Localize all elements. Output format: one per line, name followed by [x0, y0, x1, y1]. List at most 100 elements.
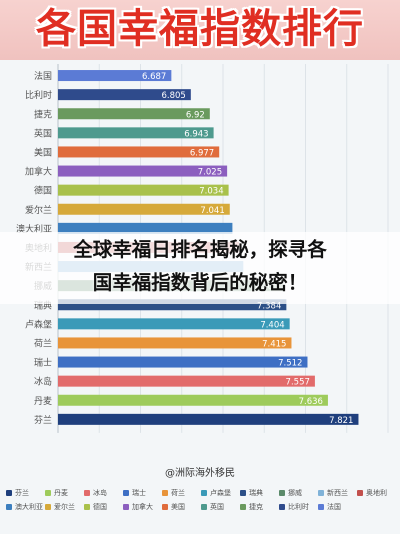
legend-label: 奥地利: [366, 489, 387, 497]
value-label: 7.404: [260, 320, 284, 330]
legend-swatch: [357, 490, 363, 496]
category-label: 芬兰: [34, 414, 52, 426]
bar: [58, 165, 228, 177]
bar: [58, 146, 220, 158]
value-label: 6.92: [186, 110, 205, 120]
legend-label: 丹麦: [54, 489, 68, 497]
legend-swatch: [279, 490, 285, 496]
value-label: 7.636: [299, 397, 323, 407]
bar: [58, 394, 328, 406]
legend-label: 法国: [327, 503, 341, 511]
category-label: 美国: [34, 146, 52, 158]
legend-label: 加拿大: [132, 503, 153, 511]
legend-item: 荷兰: [162, 486, 201, 500]
legend-label: 澳大利亚: [15, 503, 43, 511]
legend-label: 冰岛: [93, 489, 107, 497]
legend-item: 丹麦: [45, 486, 84, 500]
caption-band: [0, 232, 400, 304]
legend-label: 瑞典: [249, 489, 263, 497]
category-label: 卢森堡: [25, 318, 52, 330]
legend-item: 奥地利: [357, 486, 396, 500]
legend-swatch: [162, 504, 168, 510]
legend-label: 爱尔兰: [54, 503, 75, 511]
legend-swatch: [279, 504, 285, 510]
legend-label: 美国: [171, 503, 185, 511]
category-label: 加拿大: [25, 166, 52, 178]
bar: [58, 356, 308, 368]
category-label: 法国: [34, 70, 52, 82]
legend-item: 美国: [162, 500, 201, 514]
legend-item: 爱尔兰: [45, 500, 84, 514]
watermark: @洲际海外移民: [165, 468, 235, 479]
category-label: 荷兰: [34, 337, 52, 349]
bar: [58, 337, 292, 349]
legend-swatch: [240, 504, 246, 510]
chart-title: 各国幸福指数排行: [36, 6, 364, 52]
caption-text: 全球幸福日排名揭秘，探寻各 国幸福指数背后的秘密！: [0, 233, 400, 299]
value-label: 6.943: [184, 129, 208, 139]
legend-swatch: [84, 504, 90, 510]
value-label: 7.821: [329, 416, 353, 426]
legend-swatch: [318, 490, 324, 496]
value-label: 7.557: [286, 378, 310, 388]
bar: [58, 318, 290, 330]
legend-item: 瑞典: [240, 486, 279, 500]
legend-item: 英国: [201, 500, 240, 514]
category-label: 捷克: [34, 108, 52, 120]
legend-label: 瑞士: [132, 489, 146, 497]
bar: [58, 203, 230, 215]
legend-item: 新西兰: [318, 486, 357, 500]
legend-label: 卢森堡: [210, 489, 231, 497]
legend-swatch: [318, 504, 324, 510]
legend-item: 瑞士: [123, 486, 162, 500]
category-label: 澳大利亚: [16, 223, 52, 235]
legend-swatch: [45, 490, 51, 496]
legend-swatch: [240, 490, 246, 496]
legend-swatch: [84, 490, 90, 496]
legend-label: 英国: [210, 503, 224, 511]
value-label: 6.805: [161, 91, 185, 101]
bar: [58, 89, 191, 101]
legend-item: 澳大利亚: [6, 500, 45, 514]
value-label: 7.384: [257, 301, 281, 311]
legend-swatch: [6, 490, 12, 496]
legend-item: 捷克: [240, 500, 279, 514]
value-label: 7.512: [278, 359, 302, 369]
value-label: 7.415: [262, 339, 286, 349]
header-banner: 各国幸福指数排行: [0, 0, 400, 60]
legend-swatch: [45, 504, 51, 510]
legend-item: 芬兰: [6, 486, 45, 500]
category-label: 英国: [34, 127, 52, 139]
value-label: 6.977: [190, 148, 214, 158]
bar: [58, 184, 229, 196]
legend-label: 荷兰: [171, 489, 185, 497]
legend-swatch: [123, 490, 129, 496]
bar: [58, 413, 359, 425]
legend-item: 加拿大: [123, 500, 162, 514]
bar: [58, 70, 172, 82]
legend-item: 法国: [318, 500, 357, 514]
value-label: 7.041: [200, 206, 224, 216]
legend-item: 挪威: [279, 486, 318, 500]
value-label: 6.687: [142, 72, 166, 82]
value-label: 7.034: [199, 187, 223, 197]
legend-item: 卢森堡: [201, 486, 240, 500]
legend-swatch: [6, 504, 12, 510]
legend-item: 比利时: [279, 500, 318, 514]
bar: [58, 222, 233, 234]
category-label: 冰岛: [34, 376, 52, 388]
legend-item: 冰岛: [84, 486, 123, 500]
category-label: 比利时: [25, 89, 52, 101]
legend-label: 芬兰: [15, 489, 29, 497]
caption-line-2: 国幸福指数背后的秘密！: [92, 271, 308, 294]
category-label: 德国: [34, 185, 52, 197]
legend-swatch: [162, 490, 168, 496]
bar: [58, 108, 210, 120]
bar: [58, 299, 287, 311]
category-label: 丹麦: [34, 395, 52, 407]
legend-swatch: [201, 504, 207, 510]
legend-item: 德国: [84, 500, 123, 514]
legend-label: 挪威: [288, 489, 302, 497]
legend-label: 捷克: [249, 503, 263, 511]
caption-line-1: 全球幸福日排名揭秘，探寻各: [73, 238, 327, 261]
